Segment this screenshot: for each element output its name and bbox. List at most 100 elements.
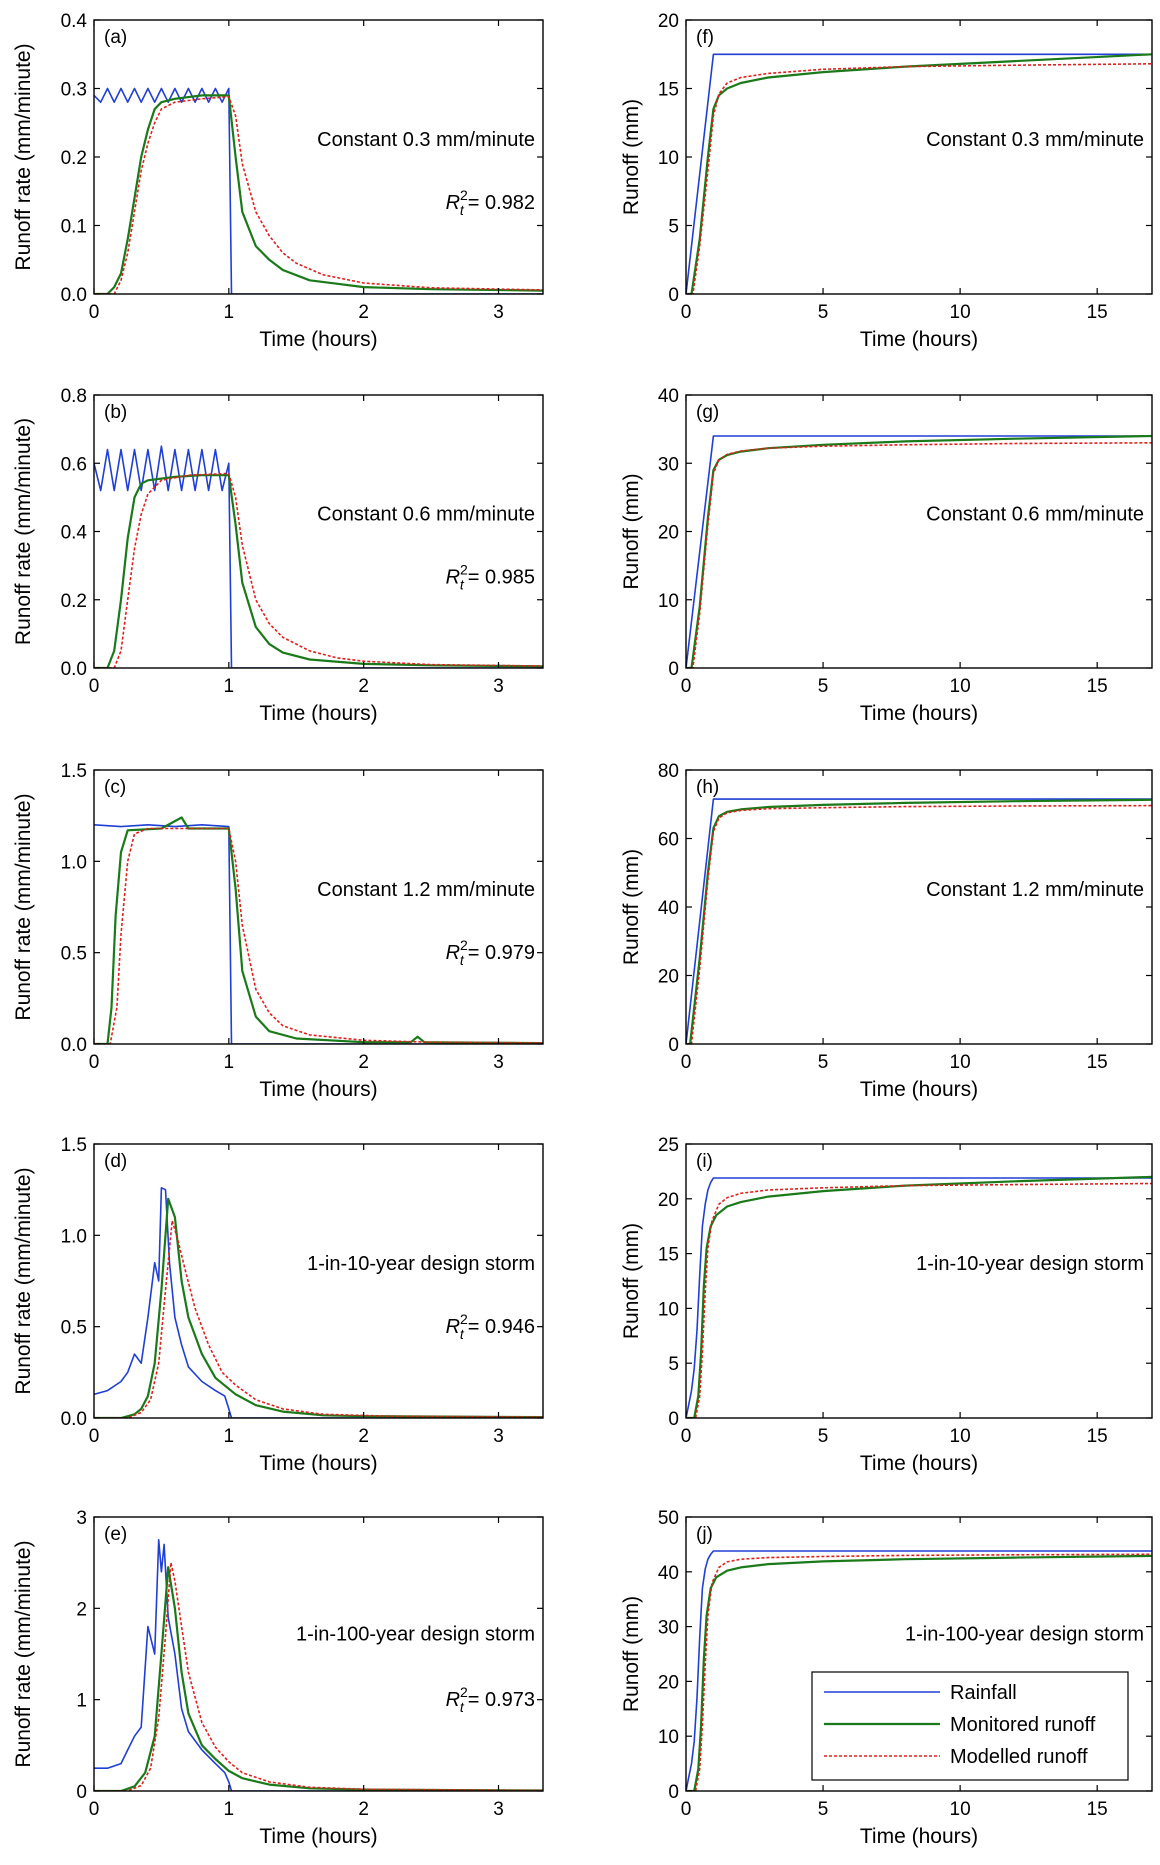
y-axis-label: Runoff (mm) xyxy=(620,1596,643,1712)
panel-a: 0 1 2 3 0.0 0.1 0.2 0.3 0.4 Time (hours) Runoff ra… xyxy=(12,11,544,351)
y-tick-label: 0 xyxy=(668,285,679,306)
panel-label: (j) xyxy=(696,1524,713,1545)
x-tick-label: 3 xyxy=(493,1052,504,1073)
y-tick-label: 0 xyxy=(668,1409,679,1430)
r-squared-label: R2 t = 0.985 xyxy=(446,561,535,592)
x-axis-label: Time (hours) xyxy=(259,1078,377,1101)
x-tick-label: 10 xyxy=(950,302,971,323)
x-tick-label: 2 xyxy=(358,302,369,323)
x-tick-label: 0 xyxy=(681,1426,692,1447)
series-line-rainfall xyxy=(94,87,543,294)
x-tick-label: 15 xyxy=(1087,302,1108,323)
panel-label: (b) xyxy=(104,402,127,423)
y-tick-label: 0.4 xyxy=(61,523,88,544)
y-tick-label: 20 xyxy=(658,11,679,32)
x-tick-label: 5 xyxy=(818,1799,829,1820)
annotation-text: 1-in-10-year design storm xyxy=(307,1253,535,1275)
y-tick-label: 1.5 xyxy=(61,1135,87,1156)
y-tick-label: 1.0 xyxy=(61,852,87,873)
r-squared-value: = 0.946 xyxy=(468,1316,535,1338)
annotation-text: 1-in-100-year design storm xyxy=(296,1623,535,1645)
annotation-text: Constant 1.2 mm/minute xyxy=(317,879,535,901)
series-line-monitored-runoff xyxy=(686,1554,1152,1791)
series-line-monitored-runoff xyxy=(94,94,543,294)
r-squared-value: = 0.982 xyxy=(468,192,535,214)
y-tick-label: 10 xyxy=(658,1727,679,1748)
y-axis-label: Runoff (mm) xyxy=(620,99,643,215)
x-tick-label: 10 xyxy=(950,1052,971,1073)
series-line-rainfall xyxy=(94,1539,543,1791)
series-line-monitored-runoff xyxy=(94,474,543,668)
series-line-monitored-runoff xyxy=(94,1197,543,1418)
series-line-modelled-runoff xyxy=(686,442,1152,668)
x-tick-label: 5 xyxy=(818,1052,829,1073)
y-tick-label: 5 xyxy=(668,217,679,238)
panel-d: 0 1 2 3 0.0 0.5 1.0 1.5 Time (hours) Runoff rate … xyxy=(12,1135,544,1475)
axes-frame xyxy=(93,1143,544,1419)
x-tick-label: 0 xyxy=(681,302,692,323)
series-line-modelled-runoff xyxy=(686,63,1152,294)
y-tick-label: 0 xyxy=(668,1782,679,1803)
axes-frame xyxy=(685,19,1153,295)
series-line-modelled-runoff xyxy=(94,827,543,1044)
x-tick-label: 0 xyxy=(89,302,100,323)
y-tick-label: 0.4 xyxy=(61,11,88,32)
axes-frame xyxy=(93,769,544,1045)
x-tick-label: 0 xyxy=(681,1052,692,1073)
y-tick-label: 0 xyxy=(76,1782,87,1803)
y-tick-label: 1 xyxy=(76,1691,87,1712)
annotation-text: 1-in-100-year design storm xyxy=(905,1623,1144,1645)
series-line-rainfall xyxy=(686,435,1152,668)
series-line-modelled-runoff xyxy=(686,804,1152,1044)
series-line-modelled-runoff xyxy=(94,95,543,294)
y-tick-label: 0.0 xyxy=(61,1035,87,1056)
series-line-monitored-runoff xyxy=(94,1566,543,1791)
x-tick-label: 2 xyxy=(358,1052,369,1073)
x-axis-label: Time (hours) xyxy=(860,328,978,351)
y-tick-label: 1.0 xyxy=(61,1226,87,1247)
y-tick-label: 0.2 xyxy=(61,591,87,612)
x-tick-label: 15 xyxy=(1087,1799,1108,1820)
x-axis-label: Time (hours) xyxy=(259,1452,377,1475)
y-axis-label: Runoff rate (mm/minute) xyxy=(12,793,35,1020)
x-tick-label: 15 xyxy=(1087,1426,1108,1447)
panel-label: (f) xyxy=(696,27,714,48)
panel-e: 0 1 2 3 0 1 2 3 Time (hours) Runoff rate (mm/minu… xyxy=(12,1508,544,1848)
y-tick-label: 10 xyxy=(658,591,679,612)
annotation-text: Constant 0.6 mm/minute xyxy=(926,504,1144,526)
legend-label: Monitored runoff xyxy=(950,1714,1096,1736)
y-tick-label: 10 xyxy=(658,1299,679,1320)
y-tick-label: 15 xyxy=(658,1245,679,1266)
x-tick-label: 0 xyxy=(89,676,100,697)
x-tick-label: 5 xyxy=(818,302,829,323)
series-line-rainfall xyxy=(686,798,1152,1044)
x-tick-label: 1 xyxy=(224,1426,235,1447)
x-tick-label: 2 xyxy=(358,676,369,697)
y-tick-label: 1.5 xyxy=(61,761,87,782)
x-tick-label: 5 xyxy=(818,1426,829,1447)
annotation-text: 1-in-10-year design storm xyxy=(916,1253,1144,1275)
x-tick-label: 2 xyxy=(358,1426,369,1447)
panel-b: 0 1 2 3 0.0 0.2 0.4 0.6 0.8 Time (hours) Runoff ra… xyxy=(12,386,544,725)
x-tick-label: 0 xyxy=(89,1799,100,1820)
x-tick-label: 3 xyxy=(493,302,504,323)
y-tick-label: 80 xyxy=(658,761,679,782)
r-squared-label: R2 t = 0.946 xyxy=(446,1311,535,1342)
y-axis-label: Runoff rate (mm/minute) xyxy=(12,43,35,270)
legend-label: Modelled runoff xyxy=(950,1746,1088,1768)
series-line-rainfall xyxy=(686,1177,1152,1418)
y-axis-label: Runoff rate (mm/minute) xyxy=(12,1167,35,1394)
legend-label: Rainfall xyxy=(950,1682,1017,1704)
panel-label: (a) xyxy=(104,27,127,48)
y-axis-label: Runoff (mm) xyxy=(620,473,643,589)
x-tick-label: 3 xyxy=(493,676,504,697)
x-tick-label: 3 xyxy=(493,1799,504,1820)
x-tick-label: 0 xyxy=(89,1426,100,1447)
y-axis-label: Runoff rate (mm/minute) xyxy=(12,418,35,645)
r-squared-value: = 0.973 xyxy=(468,1689,535,1711)
series-line-rainfall xyxy=(94,445,543,668)
y-tick-label: 50 xyxy=(658,1508,679,1529)
axes-frame xyxy=(685,1516,1153,1792)
annotation-text: Constant 0.6 mm/minute xyxy=(317,504,535,526)
